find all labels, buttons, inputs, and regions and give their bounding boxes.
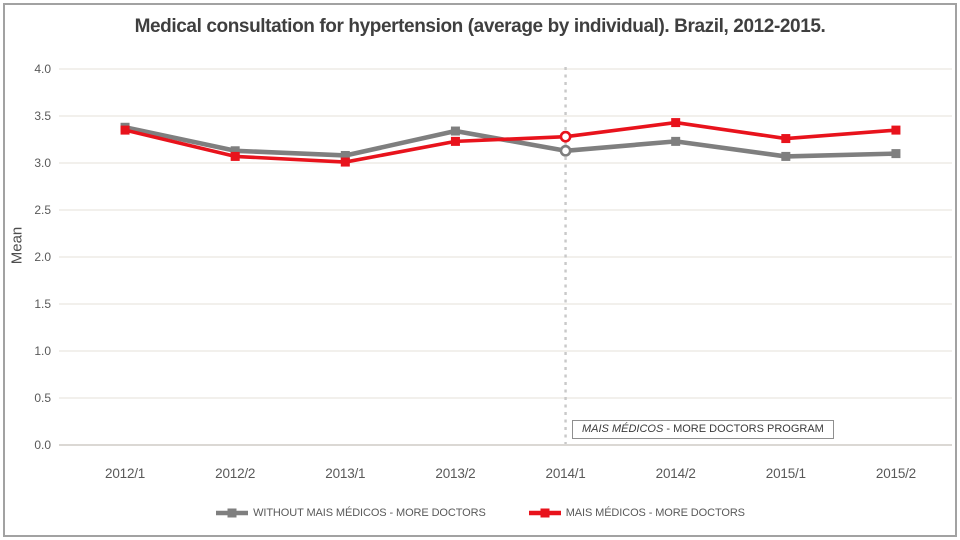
- y-tick-label: 3.0: [34, 156, 51, 170]
- legend-label: MAIS MÉDICOS - MORE DOCTORS: [565, 507, 745, 519]
- line-chart-plot-area: [59, 67, 952, 446]
- series-line-1: [123, 120, 898, 164]
- series-0-marker: [671, 136, 681, 146]
- annotation-text-rest: - MORE DOCTORS PROGRAM: [663, 423, 824, 435]
- series-0-marker: [891, 149, 901, 159]
- series-1-highlight-marker: [559, 130, 572, 143]
- legend-line-marker-icon: [528, 508, 561, 518]
- series-0-marker: [450, 126, 460, 136]
- y-tick-label: 3.5: [34, 109, 51, 123]
- y-tick-label: 2.0: [34, 250, 51, 264]
- x-tick-label: 2013/2: [435, 466, 476, 481]
- x-tick-label: 2013/1: [325, 466, 366, 481]
- series-1-marker: [781, 134, 791, 144]
- chart-legend: WITHOUT MAIS MÉDICOS - MORE DOCTORS MAIS …: [5, 506, 955, 520]
- annotation-text-italic: MAIS MÉDICOS: [582, 423, 664, 435]
- legend-item-1: MAIS MÉDICOS - MORE DOCTORS: [528, 506, 745, 520]
- series-0-highlight-marker: [559, 144, 572, 157]
- legend-line-marker-icon: [216, 508, 249, 518]
- legend-item-0: WITHOUT MAIS MÉDICOS - MORE DOCTORS: [215, 506, 486, 520]
- series-1-marker: [230, 151, 240, 161]
- slide-frame: Medical consultation for hypertension (a…: [3, 3, 957, 537]
- chart-title: Medical consultation for hypertension (a…: [134, 16, 826, 37]
- series-line-0: [122, 124, 899, 159]
- series-1-marker: [891, 125, 901, 135]
- x-tick-label: 2015/2: [875, 466, 916, 481]
- series-1-marker: [340, 157, 350, 167]
- annotation-box: MAIS MÉDICOS - MORE DOCTORS PROGRAM: [572, 420, 834, 439]
- x-tick-label: 2015/1: [765, 466, 806, 481]
- x-tick-label: 2014/2: [655, 466, 696, 481]
- series-1-marker: [120, 125, 130, 135]
- x-tick-label: 2012/2: [215, 466, 256, 481]
- y-tick-label: 0.5: [34, 391, 51, 405]
- series-1-marker: [671, 118, 681, 128]
- y-tick-label: 1.0: [34, 344, 51, 358]
- y-tick-label: 1.5: [34, 297, 51, 311]
- y-tick-label: 4.0: [34, 62, 51, 76]
- series-0-marker: [230, 146, 240, 156]
- series-0-marker: [781, 151, 791, 161]
- y-tick-label: 0.0: [34, 438, 51, 452]
- y-tick-label: 2.5: [34, 203, 51, 217]
- x-tick-label: 2012/1: [105, 466, 146, 481]
- legend-label: WITHOUT MAIS MÉDICOS - MORE DOCTORS: [253, 507, 486, 519]
- x-tick-label: 2014/1: [545, 466, 586, 481]
- series-0-marker: [340, 150, 350, 160]
- series-1-marker: [450, 136, 460, 146]
